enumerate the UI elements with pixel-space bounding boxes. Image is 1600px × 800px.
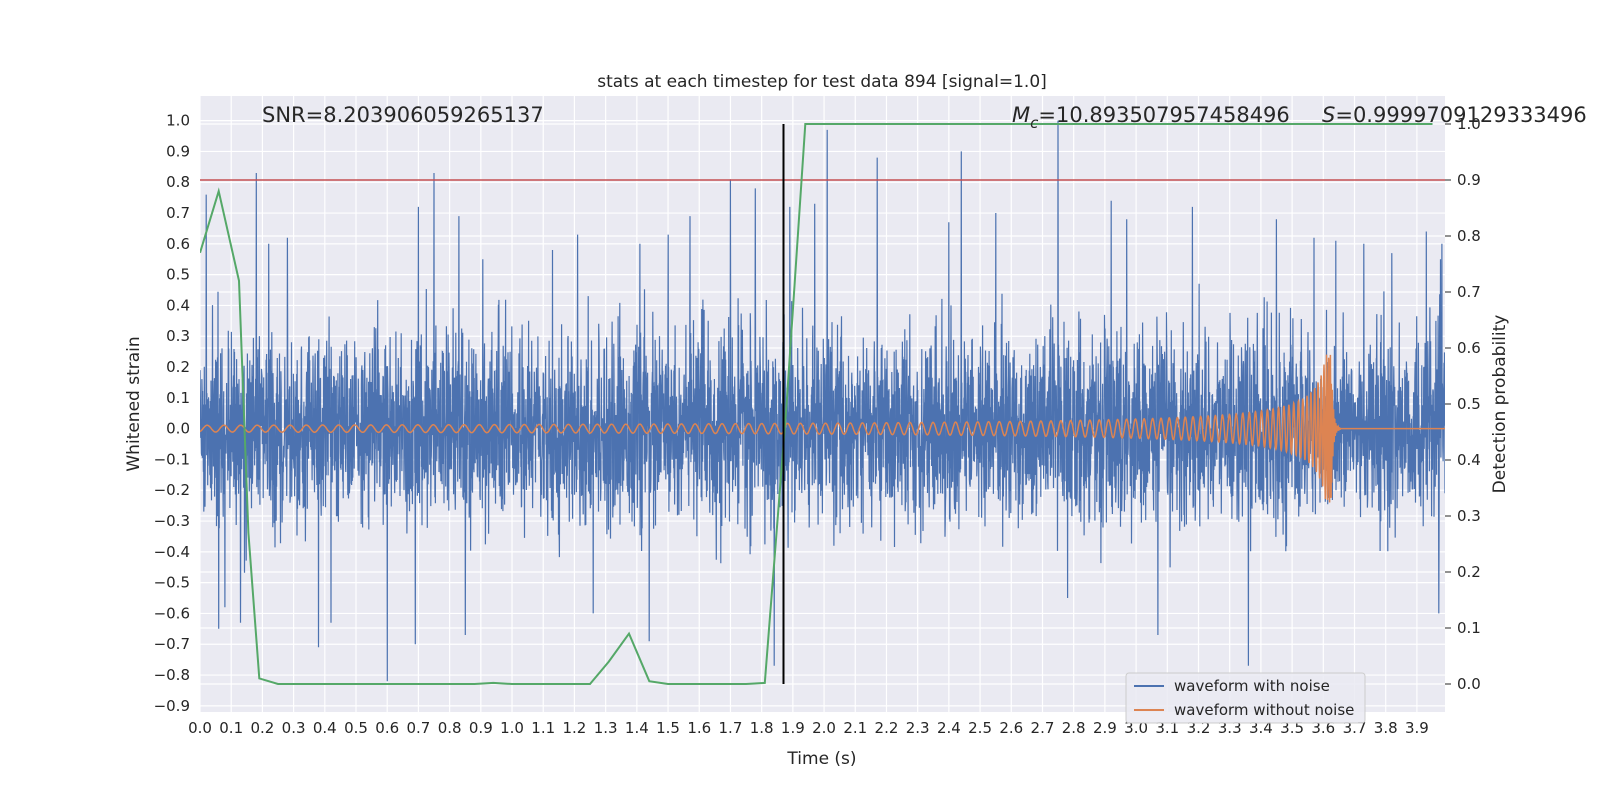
legend-box xyxy=(1125,672,1366,724)
x-tick-label: 1.7 xyxy=(719,719,743,737)
y-left-tick-label: 0.4 xyxy=(166,296,190,314)
y-right-tick-label: 0.3 xyxy=(1457,507,1481,525)
x-tick-label: 0.9 xyxy=(469,719,493,737)
y-left-tick-label: 0.6 xyxy=(166,235,190,253)
x-tick-label: 1.0 xyxy=(500,719,524,737)
y-right-tick-label: 0.6 xyxy=(1457,339,1481,357)
x-tick-label: 1.8 xyxy=(750,719,774,737)
x-tick-label: 2.9 xyxy=(1093,719,1117,737)
x-tick-label: 1.6 xyxy=(687,719,711,737)
y-right-tick-label: 0.8 xyxy=(1457,227,1481,245)
legend-label-without-noise: waveform without noise xyxy=(1174,701,1354,719)
x-axis-label: Time (s) xyxy=(786,749,856,769)
x-tick-label: 1.9 xyxy=(781,719,805,737)
x-tick-label: 2.6 xyxy=(999,719,1023,737)
y-right-tick-label: 0.5 xyxy=(1457,395,1481,413)
chart-title: stats at each timestep for test data 894… xyxy=(597,72,1047,92)
y-left-tick-label: 0.1 xyxy=(166,389,190,407)
x-tick-label: 0.5 xyxy=(344,719,368,737)
y-left-tick-label: −0.6 xyxy=(154,604,190,622)
y-right-tick-label: 0.1 xyxy=(1457,619,1481,637)
y-left-tick-label: −0.8 xyxy=(154,666,190,684)
x-tick-label: 2.7 xyxy=(1031,719,1055,737)
legend: waveform with noise waveform without noi… xyxy=(1125,672,1366,724)
y-axis-left-ticks: −0.9 −0.8 −0.7 −0.6 −0.5 −0.4 −0.3 −0.2 −0.1 0.0 0… xyxy=(154,112,190,715)
x-tick-label: 0.0 xyxy=(188,719,212,737)
y-left-tick-label: −0.1 xyxy=(154,450,190,468)
y-right-tick-label: 0.7 xyxy=(1457,283,1481,301)
y-left-tick-label: −0.4 xyxy=(154,543,190,561)
y-axis-right-label: Detection probability xyxy=(1490,315,1510,494)
y-right-tick-label: 1.0 xyxy=(1457,115,1481,133)
x-tick-label: 1.4 xyxy=(625,719,649,737)
y-left-tick-label: 0.5 xyxy=(166,266,190,284)
legend-label-with-noise: waveform with noise xyxy=(1174,677,1330,695)
chirp-mass-value: =10.893507957458496 xyxy=(1038,103,1289,127)
score-value: =0.9999709129333496 xyxy=(1335,103,1586,127)
x-tick-label: 2.5 xyxy=(968,719,992,737)
x-tick-label: 0.1 xyxy=(219,719,243,737)
y-axis-right-ticks: 0.0 0.1 0.2 0.3 0.4 0.5 0.6 0.7 0.8 0.9 1.0 xyxy=(1445,115,1481,693)
x-tick-label: 2.0 xyxy=(812,719,836,737)
y-left-tick-label: −0.7 xyxy=(154,635,190,653)
snr-annotation: SNR=8.203906059265137 xyxy=(262,103,544,127)
x-tick-label: 3.8 xyxy=(1374,719,1398,737)
x-tick-label: 2.3 xyxy=(906,719,930,737)
x-tick-label: 2.2 xyxy=(875,719,899,737)
y-right-tick-label: 0.2 xyxy=(1457,563,1481,581)
x-tick-label: 0.2 xyxy=(250,719,274,737)
y-left-tick-label: −0.2 xyxy=(154,481,190,499)
y-left-tick-label: 0.9 xyxy=(166,142,190,160)
y-right-tick-label: 0.0 xyxy=(1457,675,1481,693)
series-waveform-without-noise xyxy=(200,354,1445,503)
x-tick-label: 1.3 xyxy=(594,719,618,737)
score-symbol: S xyxy=(1322,103,1335,127)
y-left-tick-label: 0.0 xyxy=(166,420,190,438)
y-left-tick-label: 0.7 xyxy=(166,204,190,222)
x-tick-label: 0.3 xyxy=(282,719,306,737)
x-tick-label: 1.5 xyxy=(656,719,680,737)
x-tick-label: 0.6 xyxy=(375,719,399,737)
x-tick-label: 2.4 xyxy=(937,719,961,737)
chirp-mass-symbol: M xyxy=(1012,103,1030,127)
y-right-tick-label: 0.4 xyxy=(1457,451,1481,469)
x-tick-label: 2.8 xyxy=(1062,719,1086,737)
y-right-tick-label: 0.9 xyxy=(1457,171,1481,189)
x-tick-label: 2.1 xyxy=(843,719,867,737)
x-tick-label: 1.2 xyxy=(563,719,587,737)
y-left-tick-label: 1.0 xyxy=(166,112,190,130)
x-tick-label: 0.4 xyxy=(313,719,337,737)
y-left-tick-label: −0.3 xyxy=(154,512,190,530)
y-axis-left-label: Whitened strain xyxy=(124,336,144,471)
x-tick-label: 1.1 xyxy=(531,719,555,737)
chirp-mass-subscript: c xyxy=(1030,114,1039,132)
chirp-mass-annotation: Mc=10.893507957458496 xyxy=(1012,103,1290,132)
y-left-tick-label: −0.9 xyxy=(154,697,190,715)
y-left-tick-label: 0.2 xyxy=(166,358,190,376)
x-tick-label: 0.7 xyxy=(406,719,430,737)
y-left-tick-label: 0.3 xyxy=(166,327,190,345)
y-left-tick-label: −0.5 xyxy=(154,574,190,592)
x-tick-label: 0.8 xyxy=(438,719,462,737)
x-tick-label: 3.9 xyxy=(1405,719,1429,737)
y-left-tick-label: 0.8 xyxy=(166,173,190,191)
score-annotation: S=0.9999709129333496 xyxy=(1322,103,1587,127)
